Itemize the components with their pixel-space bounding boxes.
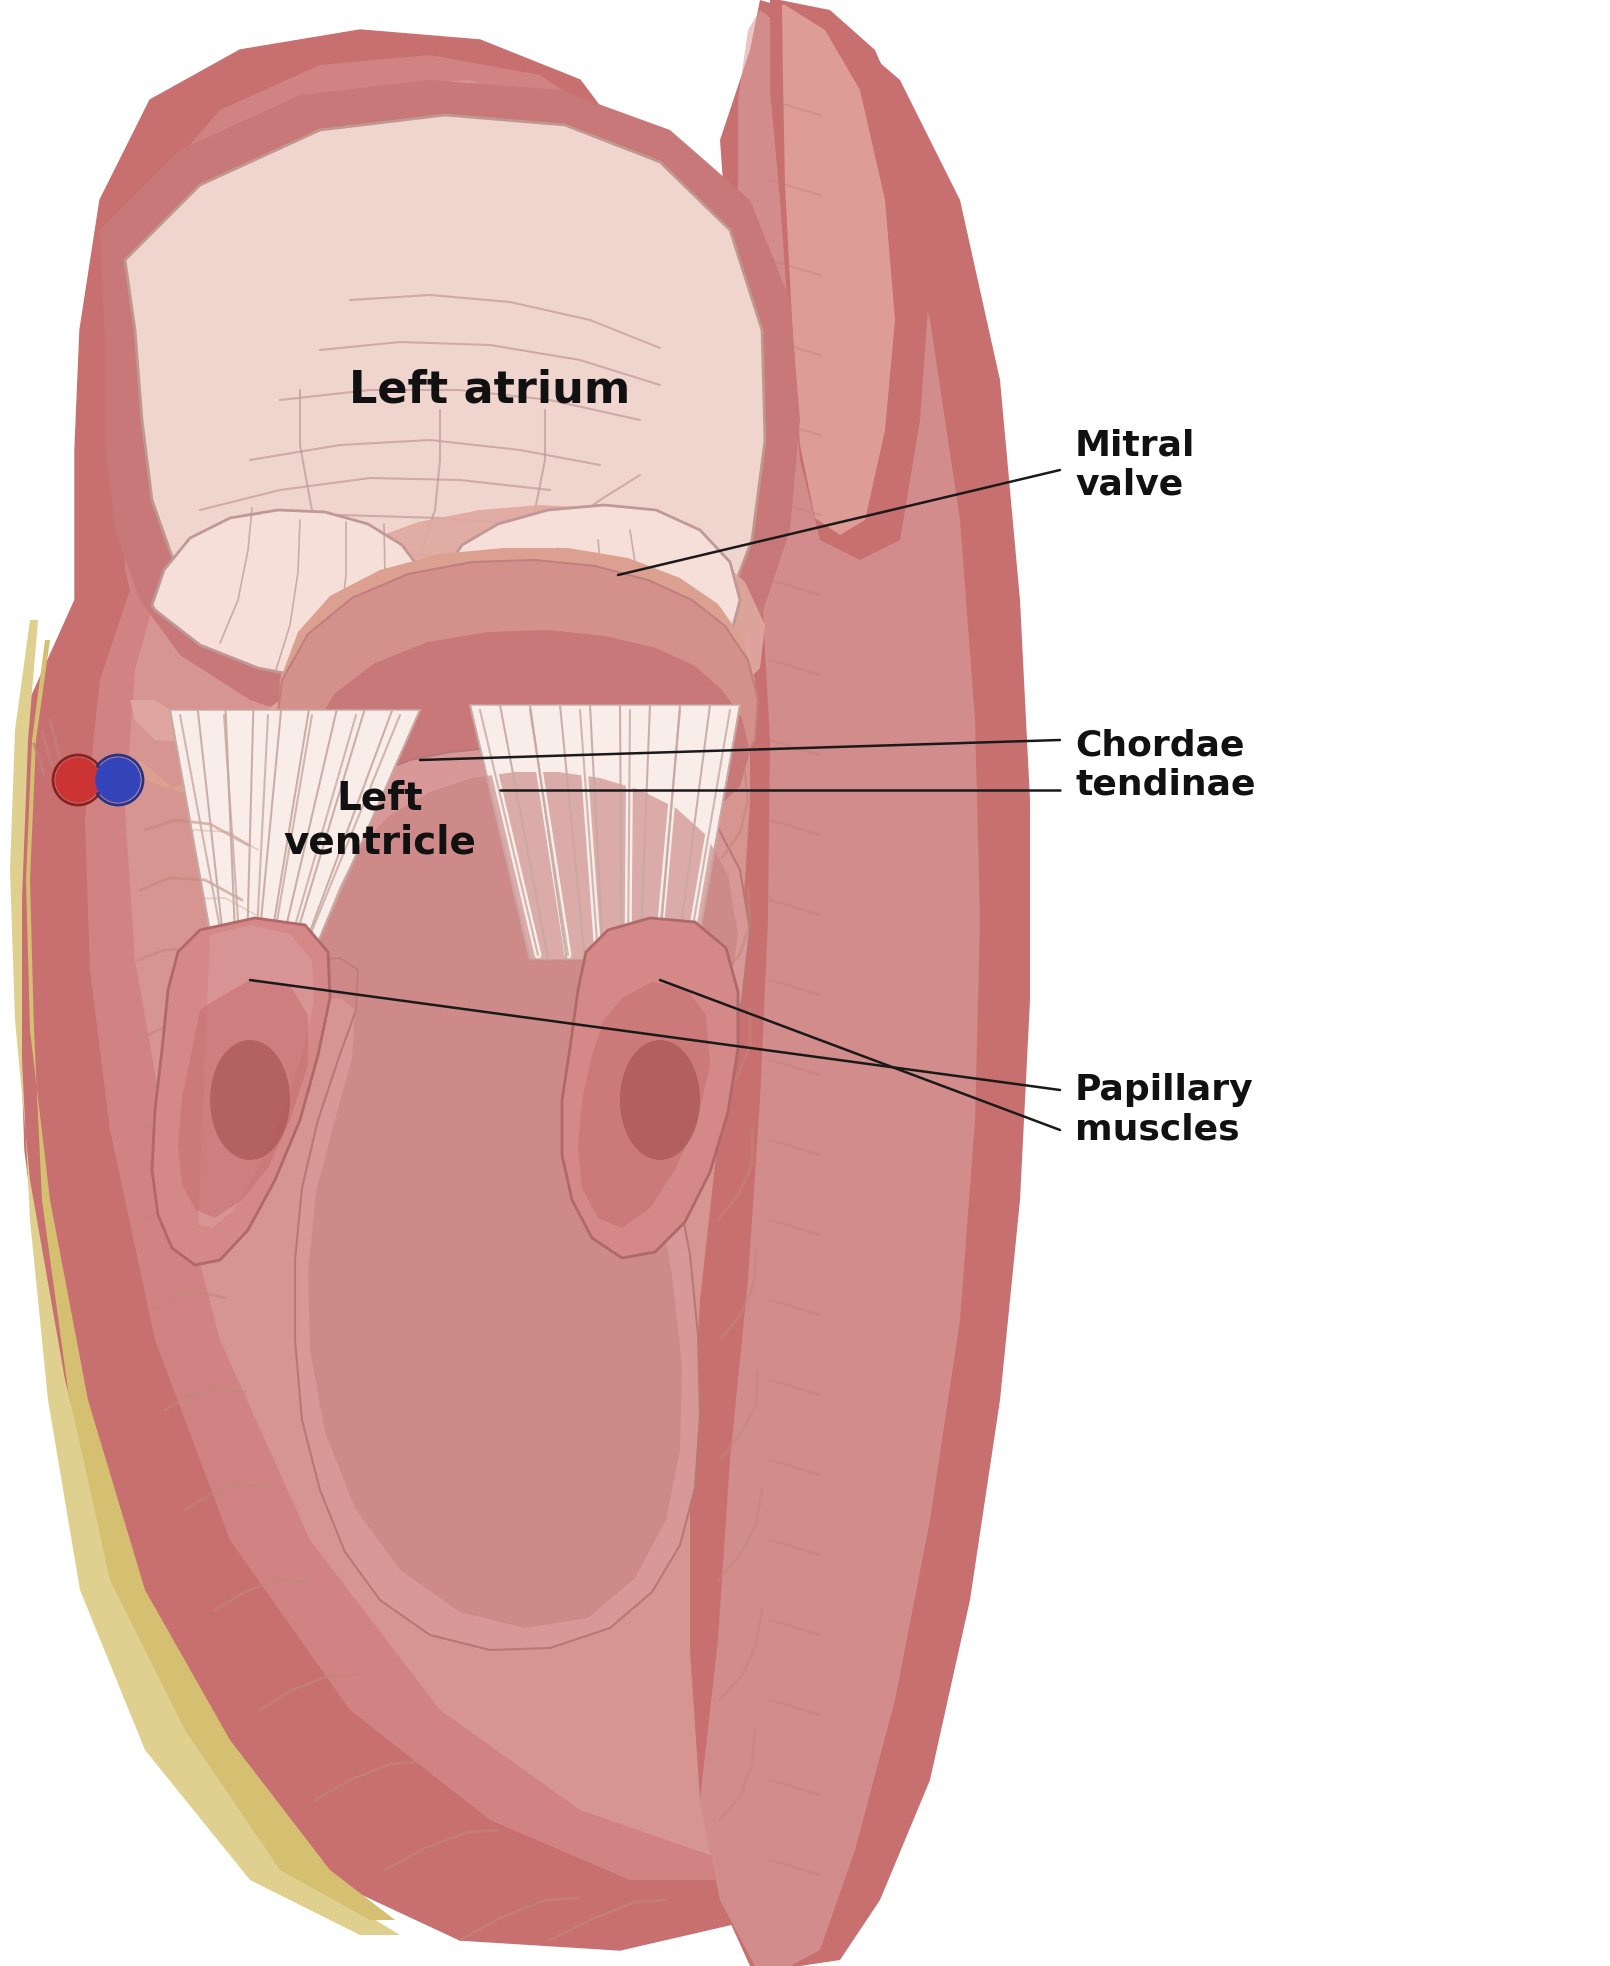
Polygon shape: [782, 6, 895, 535]
Polygon shape: [275, 747, 750, 1649]
Polygon shape: [562, 918, 737, 1258]
Polygon shape: [126, 81, 890, 1856]
Text: Papillary
muscles: Papillary muscles: [1075, 1073, 1254, 1146]
Polygon shape: [470, 706, 741, 959]
Polygon shape: [151, 509, 435, 684]
Polygon shape: [10, 619, 399, 1935]
Polygon shape: [26, 641, 394, 1921]
Text: Left atrium: Left atrium: [349, 368, 631, 411]
Text: Mitral
valve: Mitral valve: [1075, 429, 1195, 501]
Polygon shape: [126, 114, 765, 698]
Polygon shape: [770, 0, 931, 560]
Polygon shape: [151, 918, 330, 1264]
Polygon shape: [578, 981, 710, 1229]
Polygon shape: [85, 55, 905, 1879]
Polygon shape: [138, 549, 755, 841]
Ellipse shape: [209, 1040, 290, 1160]
Circle shape: [97, 759, 140, 802]
Polygon shape: [200, 560, 758, 857]
Ellipse shape: [620, 1040, 700, 1160]
Polygon shape: [171, 710, 420, 959]
Polygon shape: [14, 29, 940, 1950]
Polygon shape: [259, 629, 750, 881]
Polygon shape: [691, 0, 1030, 1966]
Polygon shape: [130, 505, 765, 771]
Polygon shape: [308, 773, 737, 1628]
Polygon shape: [198, 924, 314, 1229]
Polygon shape: [430, 505, 741, 700]
Polygon shape: [179, 979, 308, 1219]
Circle shape: [56, 759, 100, 802]
Text: Chordae
tendinae: Chordae tendinae: [1075, 727, 1256, 802]
Polygon shape: [700, 10, 980, 1966]
Text: Left
ventricle: Left ventricle: [283, 779, 477, 861]
Polygon shape: [100, 81, 800, 749]
